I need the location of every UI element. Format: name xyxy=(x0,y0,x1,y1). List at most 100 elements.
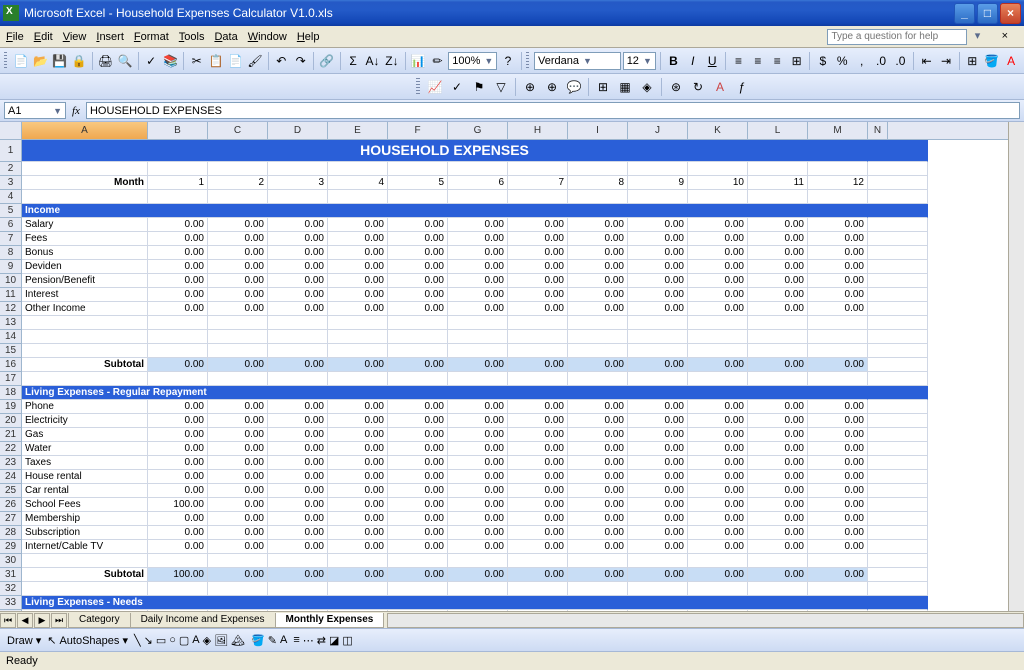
format-painter-button[interactable]: 🖌 xyxy=(246,51,263,71)
comma-button[interactable]: , xyxy=(853,51,870,71)
cell[interactable]: 0.00 xyxy=(748,456,808,470)
cell[interactable] xyxy=(628,316,688,330)
cell[interactable] xyxy=(688,162,748,176)
row-header[interactable]: 32 xyxy=(0,582,21,596)
cell[interactable]: 0.00 xyxy=(268,512,328,526)
cell[interactable]: 0.00 xyxy=(508,428,568,442)
cell[interactable] xyxy=(388,316,448,330)
cell[interactable]: 0.00 xyxy=(568,274,628,288)
row-header[interactable]: 29 xyxy=(0,540,21,554)
wordart-icon[interactable]: A xyxy=(710,77,730,97)
menu-close-icon[interactable]: × xyxy=(1002,30,1008,42)
row-header[interactable]: 15 xyxy=(0,344,21,358)
cell[interactable] xyxy=(868,554,928,568)
hyperlink-button[interactable]: 🔗 xyxy=(318,51,335,71)
cell[interactable] xyxy=(868,568,928,582)
tab-first-button[interactable]: ⏮ xyxy=(0,613,16,628)
cell[interactable]: 0.00 xyxy=(748,428,808,442)
cell[interactable]: 0.00 xyxy=(748,288,808,302)
maximize-button[interactable]: □ xyxy=(977,3,998,24)
cell[interactable] xyxy=(448,554,508,568)
table-row[interactable]: Other Income0.000.000.000.000.000.000.00… xyxy=(22,302,1008,316)
cell[interactable]: 0.00 xyxy=(808,358,868,372)
name-box[interactable]: A1▼ xyxy=(4,102,66,119)
cell[interactable] xyxy=(568,316,628,330)
cell[interactable]: 0.00 xyxy=(448,610,508,611)
cell[interactable]: 0.00 xyxy=(208,442,268,456)
cell[interactable]: 0.00 xyxy=(148,484,208,498)
column-header-K[interactable]: K xyxy=(688,122,748,139)
cell[interactable]: 0.00 xyxy=(508,414,568,428)
cell[interactable] xyxy=(868,526,928,540)
cell[interactable]: HOUSEHOLD EXPENSES xyxy=(22,140,868,162)
cell[interactable]: Deviden xyxy=(22,260,148,274)
cell[interactable]: 0.00 xyxy=(268,442,328,456)
permission-button[interactable]: 🔒 xyxy=(71,51,88,71)
cell[interactable]: Gas xyxy=(22,428,148,442)
paste-button[interactable]: 📄 xyxy=(227,51,244,71)
cell[interactable]: 0.00 xyxy=(388,512,448,526)
cell[interactable]: 0.00 xyxy=(628,302,688,316)
underline-button[interactable]: U xyxy=(704,51,721,71)
cell[interactable]: Living Expenses - Needs xyxy=(22,596,868,610)
flag-icon[interactable]: ⚑ xyxy=(469,77,489,97)
cell[interactable]: 0.00 xyxy=(388,246,448,260)
cell[interactable] xyxy=(568,582,628,596)
cell[interactable] xyxy=(268,330,328,344)
cell[interactable]: 0.00 xyxy=(328,246,388,260)
cell[interactable]: 0.00 xyxy=(208,540,268,554)
cell[interactable] xyxy=(748,190,808,204)
cell[interactable]: 0.00 xyxy=(448,470,508,484)
table-row[interactable] xyxy=(22,372,1008,386)
cell[interactable]: 0.00 xyxy=(448,232,508,246)
sort-asc-button[interactable]: A↓ xyxy=(364,51,381,71)
cell[interactable] xyxy=(688,190,748,204)
cell[interactable] xyxy=(22,330,148,344)
row-header[interactable]: 22 xyxy=(0,442,21,456)
row-header[interactable]: 3 xyxy=(0,176,21,190)
cell[interactable]: 0.00 xyxy=(568,246,628,260)
cell[interactable]: 0.00 xyxy=(688,456,748,470)
grid-icon[interactable]: ⊞ xyxy=(593,77,613,97)
row-header[interactable]: 8 xyxy=(0,246,21,260)
decrease-decimal-button[interactable]: .0 xyxy=(892,51,909,71)
cell[interactable]: 0.00 xyxy=(808,526,868,540)
toolbar-grip[interactable] xyxy=(416,78,420,96)
row-header[interactable]: 6 xyxy=(0,218,21,232)
cells-area[interactable]: HOUSEHOLD EXPENSESMonth123456789101112In… xyxy=(22,140,1008,611)
cell[interactable]: 0.00 xyxy=(208,274,268,288)
row-header[interactable]: 9 xyxy=(0,260,21,274)
cell[interactable]: 0.00 xyxy=(208,610,268,611)
column-header-J[interactable]: J xyxy=(628,122,688,139)
cell[interactable]: 0.00 xyxy=(148,442,208,456)
cell[interactable]: 0.00 xyxy=(628,414,688,428)
cell[interactable]: 0.00 xyxy=(628,274,688,288)
cell[interactable] xyxy=(688,344,748,358)
cell[interactable]: 0.00 xyxy=(628,442,688,456)
fill-color-button[interactable]: 🪣 xyxy=(983,51,1000,71)
cell[interactable] xyxy=(268,316,328,330)
cell[interactable] xyxy=(868,302,928,316)
toggle-icon[interactable]: ✓ xyxy=(447,77,467,97)
menu-format[interactable]: Format xyxy=(134,31,169,43)
cell[interactable]: 0.00 xyxy=(148,288,208,302)
open-button[interactable]: 📂 xyxy=(32,51,49,71)
redo-button[interactable]: ↷ xyxy=(292,51,309,71)
cell[interactable]: 0.00 xyxy=(508,568,568,582)
cell[interactable]: 0.00 xyxy=(208,414,268,428)
cell[interactable]: 0.00 xyxy=(688,302,748,316)
cell[interactable] xyxy=(628,372,688,386)
column-header-H[interactable]: H xyxy=(508,122,568,139)
cell[interactable] xyxy=(868,190,928,204)
cell[interactable]: 0.00 xyxy=(808,568,868,582)
menu-help[interactable]: Help xyxy=(297,31,320,43)
cell[interactable]: 0.00 xyxy=(508,400,568,414)
cell[interactable]: 0.00 xyxy=(448,498,508,512)
cell[interactable]: 0.00 xyxy=(448,302,508,316)
cell[interactable]: 0.00 xyxy=(688,610,748,611)
shadow-button[interactable]: ◪ xyxy=(329,634,339,647)
cell[interactable] xyxy=(388,162,448,176)
cell[interactable] xyxy=(868,470,928,484)
cell[interactable]: 1 xyxy=(148,176,208,190)
cell[interactable] xyxy=(208,162,268,176)
